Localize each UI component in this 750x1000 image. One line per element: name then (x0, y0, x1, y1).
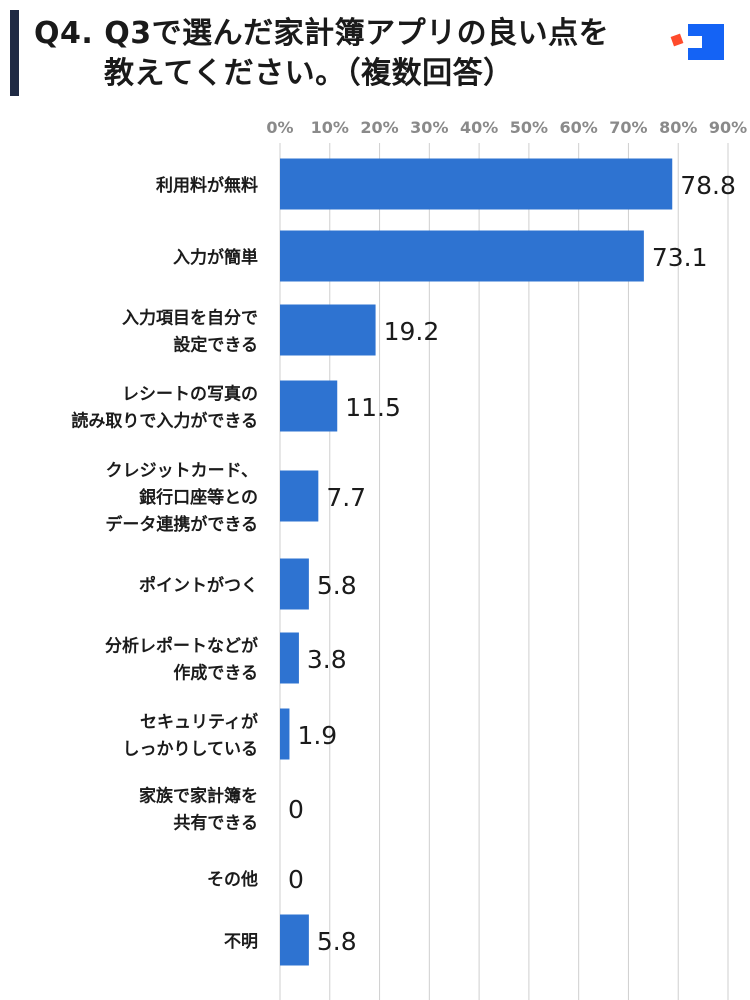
category-label: 共有できる (173, 813, 258, 834)
category-label: その他 (207, 869, 258, 890)
category-label: レシートの写真の (122, 384, 258, 405)
category-label: 分析レポートなどが (105, 636, 258, 657)
bar (280, 632, 299, 684)
x-tick-label: 80% (659, 118, 697, 137)
value-label: 5.8 (317, 927, 357, 956)
category-label: 作成できる (173, 663, 258, 684)
category-label: ポイントがつく (139, 575, 258, 596)
x-tick-label: 10% (311, 118, 349, 137)
value-label: 0 (288, 865, 304, 894)
category-label: セキュリティが (140, 712, 258, 733)
value-label: 73.1 (652, 243, 708, 272)
value-label: 78.8 (680, 171, 736, 200)
value-label: 3.8 (307, 645, 347, 674)
x-tick-label: 60% (560, 118, 598, 137)
category-label: データ連携ができる (105, 514, 258, 535)
bar (280, 558, 309, 610)
x-tick-label: 70% (609, 118, 647, 137)
category-label: しっかりしている (123, 740, 259, 760)
category-label: 家族で家計簿を (139, 786, 258, 807)
category-label: 読み取りで入力ができる (71, 411, 258, 432)
chart-title: Q4. Q3で選んだ家計簿アプリの良い点を 教えてください。（複数回答） (34, 14, 674, 94)
bar (280, 230, 644, 282)
bar (280, 470, 319, 522)
x-tick-label: 50% (510, 118, 548, 137)
x-tick-label: 20% (360, 118, 398, 137)
category-label: 入力項目を自分で (122, 308, 258, 329)
bar (280, 158, 673, 210)
x-tick-label: 0% (266, 118, 293, 137)
x-tick-label: 90% (709, 118, 747, 137)
category-label: 不明 (224, 932, 258, 952)
value-label: 7.7 (326, 483, 366, 512)
category-label: 利用料が無料 (156, 175, 258, 196)
bar (280, 914, 309, 966)
bar (280, 304, 376, 356)
title-accent-bar (10, 10, 19, 96)
brand-logo-icon (670, 24, 724, 60)
value-label: 1.9 (297, 721, 337, 750)
category-label: 銀行口座等との (139, 487, 258, 508)
category-label: 設定できる (173, 335, 258, 356)
x-tick-label: 40% (460, 118, 498, 137)
value-label: 0 (288, 795, 304, 824)
bar (280, 380, 338, 432)
value-label: 11.5 (345, 393, 401, 422)
category-label: クレジットカード、 (106, 461, 258, 481)
title-line-1: Q4. Q3で選んだ家計簿アプリの良い点を (34, 16, 610, 51)
category-label: 入力が簡単 (173, 247, 258, 268)
value-label: 5.8 (317, 571, 357, 600)
bar (280, 708, 290, 760)
title-line-2: 教えてください。（複数回答） (104, 56, 514, 91)
value-label: 19.2 (384, 317, 440, 346)
x-tick-label: 30% (410, 118, 448, 137)
